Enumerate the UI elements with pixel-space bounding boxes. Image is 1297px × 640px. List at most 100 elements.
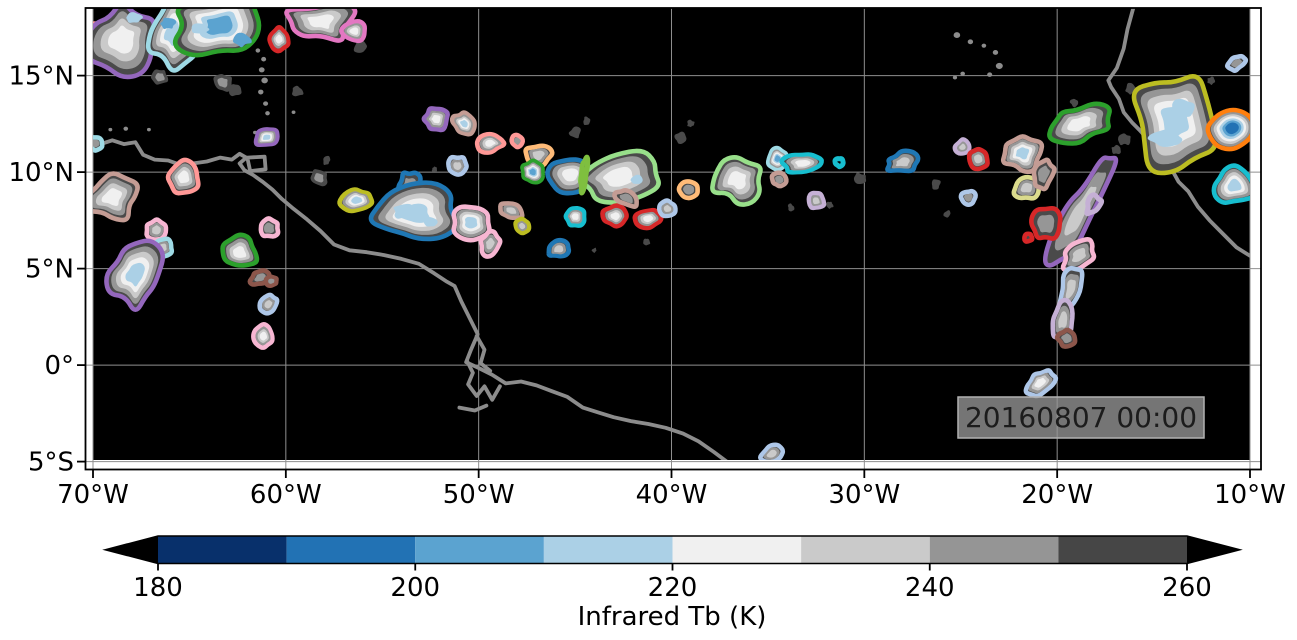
cell-shade-level (275, 34, 283, 44)
island-dot (263, 101, 269, 106)
cell-shade-level (513, 137, 521, 145)
coastline-amazon-delta-3 (457, 403, 489, 413)
cell-shade-level (895, 157, 910, 167)
cell-shade-level (519, 222, 526, 230)
cell-outline (1022, 231, 1035, 244)
island-dot (146, 127, 151, 132)
colorbar-over-arrow (1187, 536, 1240, 564)
colorbar-tick-label: 260 (1162, 573, 1212, 603)
cell-outline (1084, 192, 1105, 217)
colorbar (102, 535, 1243, 565)
cold-core-patch (423, 216, 438, 227)
gray-cloud-core (314, 173, 324, 183)
island-dot (258, 89, 264, 95)
x-tick-label: 30°W (828, 480, 900, 510)
cell-shade-level (682, 184, 695, 195)
island-dot (981, 43, 987, 48)
cell-shade-level (486, 237, 495, 250)
cell-shade-level (1067, 116, 1091, 132)
cell-shade-level (101, 188, 123, 206)
cold-core-patch (191, 23, 210, 34)
gray-cloud (292, 85, 304, 97)
cell-shade-level (152, 225, 161, 235)
cell-shade-level (532, 150, 545, 161)
cell-shade-level (254, 273, 266, 282)
coastline-trinidad (245, 154, 268, 173)
x-tick-label: 40°W (636, 480, 708, 510)
gray-cloud (583, 116, 591, 126)
gray-cloud (1118, 133, 1131, 146)
cell-shade-level (349, 27, 359, 35)
colorbar-tick-label: 220 (648, 573, 698, 603)
island-dot (265, 111, 270, 116)
y-tick-label: 0° (44, 351, 74, 381)
timestamp-box (957, 396, 1205, 439)
y-axis-tick-labels: 15°N 10°N 5°N 0° 5°S (8, 62, 74, 478)
gray-cloud (1207, 76, 1216, 85)
island-dot (952, 75, 958, 80)
cell-shade-level (460, 120, 468, 128)
colorbar-segment (543, 536, 673, 564)
cell-shade-level (1071, 247, 1086, 262)
cell-shade-level (1037, 214, 1055, 233)
cell-shade-level (431, 114, 441, 124)
cell-shade-level (974, 154, 983, 164)
cell-shade-level (1061, 333, 1072, 344)
island-dot (261, 56, 267, 62)
cell-shade-level (268, 278, 275, 284)
island-dot (291, 110, 296, 115)
island-dot (108, 127, 113, 132)
x-tick-label: 70°W (57, 480, 129, 510)
cell-shade-level (766, 449, 777, 458)
cell-shade-level (1065, 279, 1076, 299)
gray-cloud (943, 210, 951, 218)
cell-shade-level (562, 168, 579, 182)
island-dot (123, 126, 129, 131)
cold-core-patch (126, 12, 143, 23)
cell-shade-level (351, 196, 363, 204)
cell-shade-level (259, 331, 267, 341)
cold-core-patch (232, 32, 252, 48)
x-tick-label: 20°W (1021, 480, 1093, 510)
island-dot (992, 50, 999, 55)
cell-shade-level (264, 222, 275, 234)
island-dot (255, 48, 261, 53)
gray-cloud-core (155, 73, 165, 82)
island-dot (258, 67, 265, 73)
y-tick-label: 5°N (25, 255, 74, 285)
cell-outline (578, 154, 591, 196)
cell-shade-level (465, 216, 478, 229)
x-tick-label: 50°W (443, 480, 515, 510)
coastline-amazon-delta-2 (474, 334, 493, 373)
cold-core-patch (630, 174, 643, 184)
gray-cloud (643, 238, 651, 246)
cold-core-patch (1147, 128, 1183, 147)
cell-shade-level (959, 143, 966, 150)
colorbar-axis-label: Infrared Tb (K) (578, 602, 767, 632)
cold-core-patches (126, 12, 1195, 227)
axes-frame (84, 7, 1262, 471)
tracked-cell-contours (93, 8, 1250, 460)
gray-cloud (674, 131, 687, 144)
island-dot (960, 71, 965, 76)
cell-shade-level (1227, 178, 1242, 192)
gray-cloud (825, 201, 834, 209)
timestamp-overlay: 20160807 00:00 (957, 396, 1205, 439)
cell-shade-level (125, 262, 145, 287)
cell-shade-level (205, 15, 233, 35)
y-tick-label: 15°N (8, 62, 74, 92)
gray-cloud (687, 119, 695, 128)
cell-shade-level (529, 168, 536, 176)
cell-shade-level (812, 197, 820, 205)
cell-shade-level (774, 155, 781, 162)
island-dot (261, 77, 268, 84)
cell-outline (832, 156, 846, 170)
gray-cloud (1111, 144, 1121, 155)
y-tick-label: 10°N (8, 158, 74, 188)
colorbar-segment (1058, 536, 1187, 564)
cell-shade-level (571, 213, 579, 220)
gray-cloud (931, 179, 941, 190)
x-axis-tick-labels: 70°W 60°W 50°W 40°W 30°W 20°W 10°W (57, 480, 1286, 510)
colorbar-segment (672, 536, 802, 564)
